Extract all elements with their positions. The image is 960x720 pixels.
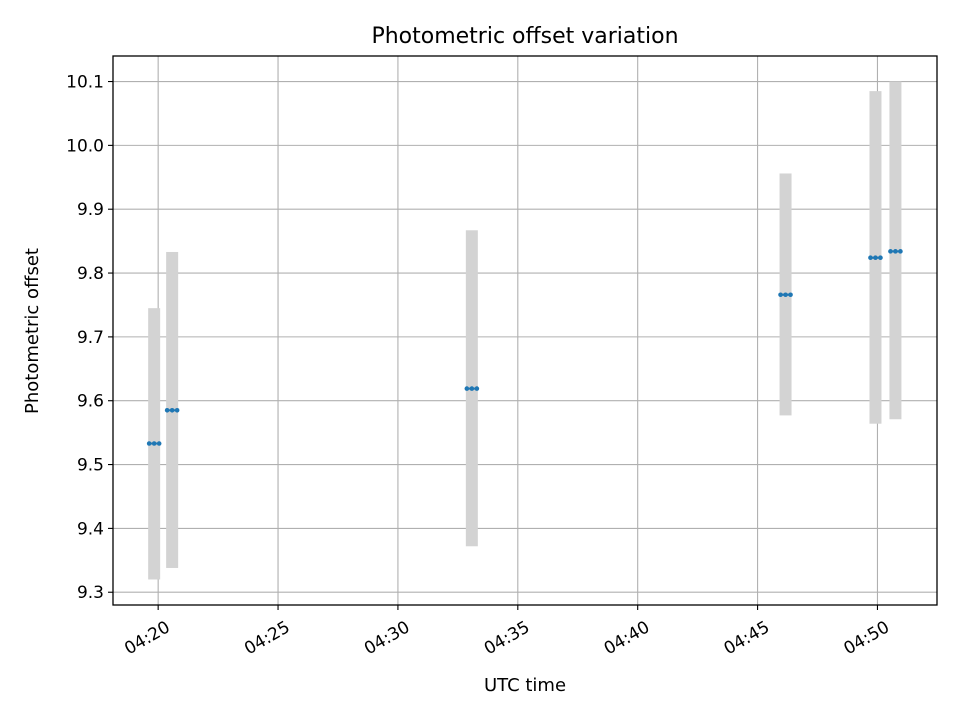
data-point [169, 407, 175, 413]
data-point [146, 441, 152, 446]
data-point [474, 386, 480, 391]
data-point [156, 441, 162, 446]
data-point [788, 292, 793, 298]
y-tick-label: 9.3 [77, 583, 104, 603]
plot-frame [112, 55, 938, 606]
data-point [893, 249, 898, 254]
y-axis-label: Photometric offset [22, 248, 43, 414]
data-point [164, 407, 170, 413]
data-point [778, 292, 783, 298]
data-point [873, 255, 878, 261]
data-point [464, 386, 470, 391]
data-point [878, 255, 883, 261]
y-axis-ticks: 9.3 9.4 9.5 9.6 9.7 9.8 9.9 10.0 10.1 [66, 73, 113, 603]
data-point [868, 255, 873, 261]
y-tick-label: 9.6 [77, 392, 104, 412]
x-axis-label: UTC time [484, 675, 566, 696]
data-point [888, 249, 893, 254]
chart-title: Photometric offset variation [371, 24, 678, 49]
data-point [151, 441, 157, 446]
data-points [146, 249, 903, 446]
data-point [783, 292, 788, 298]
data-point [898, 249, 903, 254]
data-point [469, 386, 475, 391]
y-tick-label: 9.4 [77, 519, 104, 539]
data-point [174, 407, 180, 413]
y-tick-label: 9.9 [77, 200, 104, 220]
y-tick-label: 10.0 [66, 136, 104, 156]
y-tick-label: 10.1 [66, 73, 104, 93]
y-tick-label: 9.5 [77, 456, 104, 476]
grid-lines [113, 56, 937, 605]
y-tick-label: 9.7 [77, 328, 104, 348]
y-tick-label: 9.8 [77, 264, 104, 284]
